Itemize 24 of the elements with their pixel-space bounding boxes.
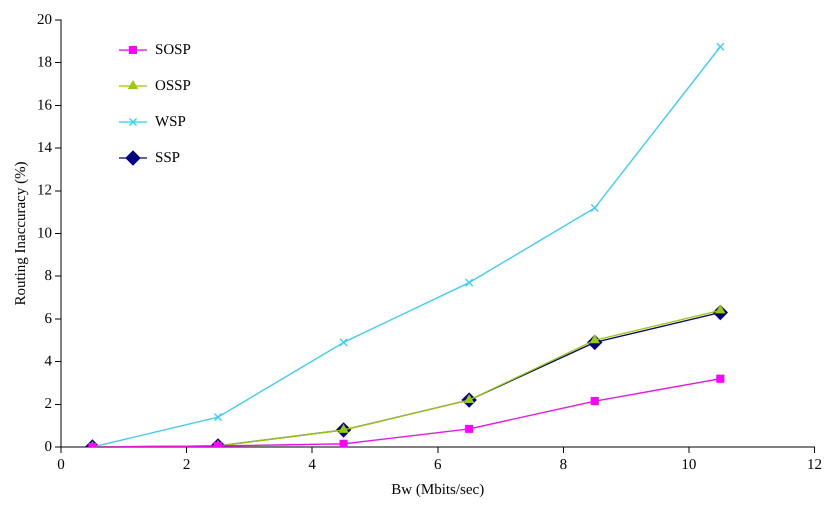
x-tick-label: 8 (560, 456, 568, 473)
x-tick-label: 10 (681, 456, 696, 473)
y-tick-label: 12 (37, 182, 52, 199)
y-tick-label: 0 (44, 438, 52, 455)
x-tick-label: 12 (807, 456, 822, 473)
legend-label: OSSP (155, 78, 191, 94)
x-axis-title: Bw (Mbits/sec) (391, 482, 484, 498)
y-axis-title: Routing Inaccuracy (%) (12, 161, 29, 306)
y-tick-label: 2 (44, 396, 52, 412)
x-tick-label: 6 (434, 456, 442, 473)
y-tick-label: 4 (44, 354, 52, 370)
legend-label: SSP (155, 150, 180, 166)
legend-label: WSP (155, 114, 186, 130)
y-tick-label: 18 (37, 54, 52, 71)
x-tick-label: 4 (308, 456, 316, 473)
x-tick-label: 2 (182, 456, 190, 473)
y-tick-label: 10 (37, 225, 52, 242)
legend-label: SOSP (155, 42, 191, 58)
y-tick-label: 6 (44, 310, 52, 327)
y-tick-label: 14 (37, 140, 52, 156)
y-tick-label: 20 (37, 12, 52, 28)
y-tick-label: 8 (44, 268, 52, 284)
y-tick-label: 16 (37, 97, 52, 114)
x-tick-label: 0 (57, 456, 65, 473)
